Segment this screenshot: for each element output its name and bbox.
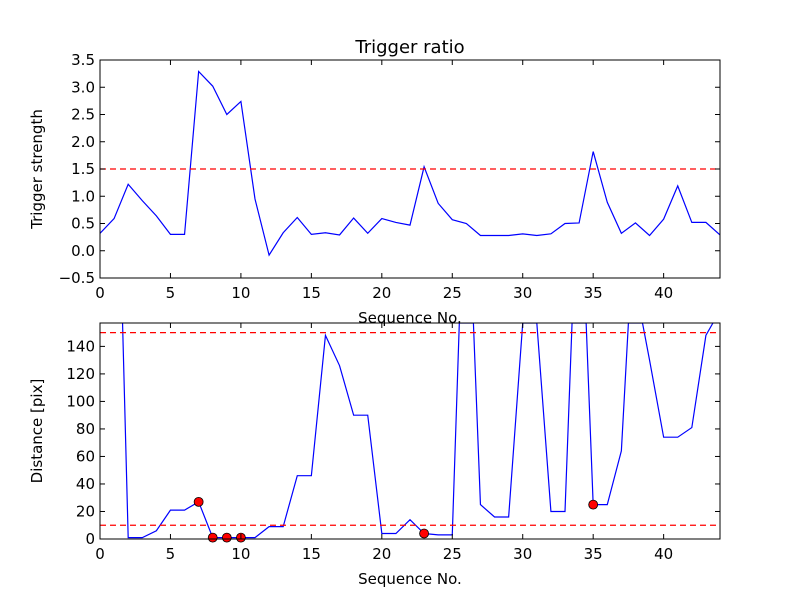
y-tick-label: 1.5 <box>71 160 95 178</box>
x-tick-label: 10 <box>231 284 250 302</box>
x-tick-label: 0 <box>95 284 105 302</box>
x-axis-label: Sequence No. <box>358 570 462 588</box>
x-tick-label: 15 <box>302 545 321 563</box>
y-tick-label: 20 <box>76 502 95 520</box>
y-tick-label: 0.0 <box>71 242 95 260</box>
series-line <box>100 70 720 257</box>
y-tick-label: 100 <box>66 392 95 410</box>
x-tick-label: 15 <box>302 284 321 302</box>
y-tick-label: 40 <box>76 475 95 493</box>
x-tick-label: 35 <box>584 284 603 302</box>
y-tick-label: 0 <box>85 530 95 548</box>
data-point-marker <box>419 528 429 539</box>
y-axis-label: Trigger strength <box>28 109 46 230</box>
y-tick-label: 80 <box>76 420 95 438</box>
y-tick-label: 1.0 <box>71 187 95 205</box>
distance-chart: 0 5 10 15 20 25 30 35 40 0 20 40 60 80 100 120 140 Sequen… <box>28 322 721 588</box>
data-point-marker <box>588 499 599 510</box>
trigger-strength-chart: 0 5 10 15 20 25 30 35 40 −0.5 0.0 0.5 1.0 1.5 2.0 2.5 3.… <box>28 51 721 327</box>
x-axis-label: Sequence No. <box>358 309 462 327</box>
x-tick-label: 25 <box>443 545 462 563</box>
data-point-marker <box>207 532 218 543</box>
y-tick-label: −0.5 <box>59 269 95 287</box>
x-tick-label: 5 <box>166 284 176 302</box>
x-tick-label: 0 <box>95 545 105 563</box>
x-tick-label: 20 <box>372 545 391 563</box>
chart-title: Trigger ratio <box>354 37 464 58</box>
y-tick-label: 120 <box>66 365 95 383</box>
y-tick-label: 0.5 <box>71 215 95 233</box>
x-tick-label: 25 <box>443 284 462 302</box>
y-tick-label: 3.5 <box>71 51 95 69</box>
x-tick-label: 30 <box>513 284 532 302</box>
x-tick-label: 20 <box>372 284 391 302</box>
y-axis-label: Distance [pix] <box>28 379 46 484</box>
y-tick-label: 140 <box>66 337 95 355</box>
y-tick-label: 60 <box>76 447 95 465</box>
data-point-marker <box>193 496 204 507</box>
x-tick-label: 40 <box>654 545 673 563</box>
x-tick-label: 35 <box>584 545 603 563</box>
plot-frame <box>99 322 721 540</box>
x-tick-label: 5 <box>166 545 176 563</box>
y-tick-label: 2.5 <box>71 106 95 124</box>
y-tick-label: 3.0 <box>71 78 95 96</box>
x-tick-label: 30 <box>513 545 532 563</box>
data-point-marker <box>221 532 232 543</box>
y-tick-label: 2.0 <box>71 133 95 151</box>
x-tick-label: 10 <box>231 545 250 563</box>
x-tick-label: 40 <box>654 284 673 302</box>
